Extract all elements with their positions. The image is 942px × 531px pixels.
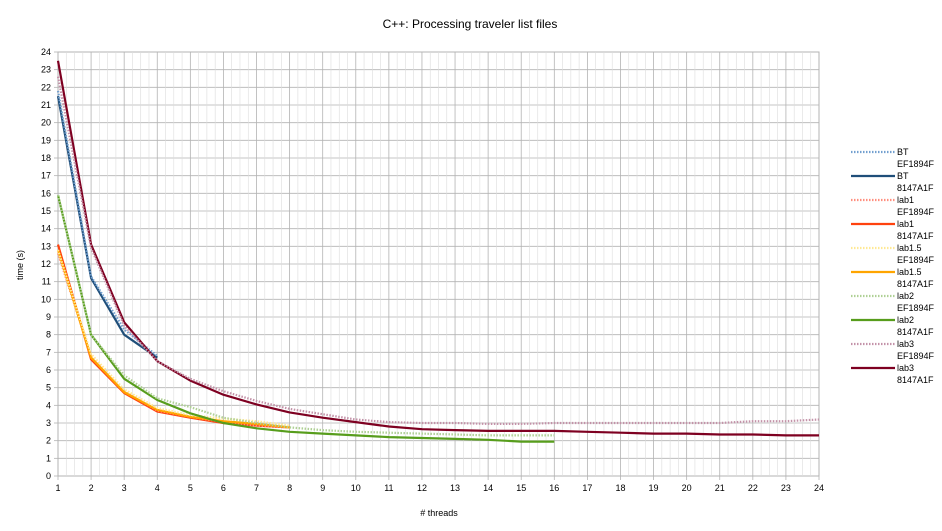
legend-label: lab1.5 [897,243,922,253]
y-tick-label: 12 [41,259,51,269]
x-tick-label: 5 [188,483,193,493]
y-tick-label: 17 [41,171,51,181]
x-tick-label: 9 [320,483,325,493]
x-tick-label: 21 [715,483,725,493]
legend-label: BT [897,147,909,157]
x-tick-label: 24 [814,483,824,493]
y-tick-label: 13 [41,241,51,251]
x-tick-label: 11 [384,483,393,493]
legend-label-commit: EF1894F [897,255,935,265]
x-tick-label: 22 [748,483,758,493]
y-tick-label: 2 [46,436,51,446]
x-tick-labels: 1 2 3 4 5 6 7 8 9 10 11 12 13 14 15 16 17 18 19 20 21 22 23 24 [55,483,824,493]
x-tick-label: 3 [122,483,127,493]
legend-label: lab1.5 [897,267,922,277]
chart-title: C++: Processing traveler list files [383,17,558,31]
legend-label: lab3 [897,339,914,349]
y-tick-label: 4 [46,400,51,410]
legend: BT EF1894F BT 8147A1F lab1 EF1894F lab1 8147A1F… [851,147,935,385]
legend-label-commit: 8147A1F [897,327,934,337]
y-tick-label: 23 [41,65,51,75]
legend-label: lab1 [897,195,914,205]
y-tick-label: 0 [46,471,51,481]
legend-label: lab1 [897,219,914,229]
legend-label-commit: EF1894F [897,207,935,217]
legend-label: lab2 [897,291,914,301]
x-tick-label: 17 [582,483,592,493]
x-tick-label: 8 [287,483,292,493]
series-line-lab1-5-8147a1f [56,249,290,429]
x-tick-label: 13 [450,483,460,493]
series-line-lab2-8147a1f [56,194,555,443]
y-tick-label: 14 [41,224,51,234]
x-tick-label: 20 [682,483,692,493]
y-tick-label: 1 [46,453,51,463]
legend-label-commit: 8147A1F [897,231,934,241]
y-axis-title: time (s) [15,250,25,280]
y-tick-label: 15 [41,206,51,216]
x-tick-label: 18 [615,483,625,493]
x-tick-label: 12 [417,483,427,493]
series-line-lab3-ef1894f [56,76,820,425]
legend-label: BT [897,171,909,181]
series-line-bt-8147a1f [56,96,158,359]
y-tick-label: 21 [41,100,51,110]
y-tick-label: 10 [41,294,51,304]
x-tick-label: 1 [55,483,60,493]
y-tick-label: 6 [46,365,51,375]
y-tick-label: 5 [46,383,51,393]
x-tick-label: 23 [781,483,791,493]
axes [54,51,820,480]
y-tick-label: 9 [46,312,51,322]
legend-label-commit: EF1894F [897,303,935,313]
y-tick-label: 7 [46,347,51,357]
series-line-bt-ef1894f [56,90,158,357]
y-tick-label: 19 [41,135,51,145]
x-tick-label: 19 [649,483,659,493]
legend-label-commit: EF1894F [897,351,935,361]
x-tick-label: 4 [155,483,160,493]
y-tick-label: 20 [41,118,51,128]
legend-label-commit: EF1894F [897,159,935,169]
legend-label-commit: 8147A1F [897,183,934,193]
legend-label: lab3 [897,363,914,373]
legend-label-commit: 8147A1F [897,279,934,289]
series-line-lab2-ef1894f [56,194,555,437]
x-tick-label: 2 [89,483,94,493]
legend-label-commit: 8147A1F [897,375,934,385]
y-tick-label: 3 [46,418,51,428]
y-tick-label: 16 [41,188,51,198]
y-tick-label: 22 [41,82,51,92]
legend-label: lab2 [897,315,914,325]
series-lines [56,60,820,443]
x-tick-label: 16 [549,483,559,493]
x-tick-label: 6 [221,483,226,493]
x-axis-title: # threads [420,508,458,518]
y-tick-label: 24 [41,47,51,57]
y-tick-label: 11 [42,277,51,287]
x-tick-label: 15 [516,483,526,493]
x-tick-label: 14 [483,483,493,493]
series-line-lab3-8147a1f [56,60,819,437]
series-line-lab1-5-ef1894f [56,249,290,427]
x-tick-label: 7 [254,483,259,493]
x-tick-label: 10 [351,483,361,493]
y-tick-label: 18 [41,153,51,163]
y-tick-label: 8 [46,330,51,340]
